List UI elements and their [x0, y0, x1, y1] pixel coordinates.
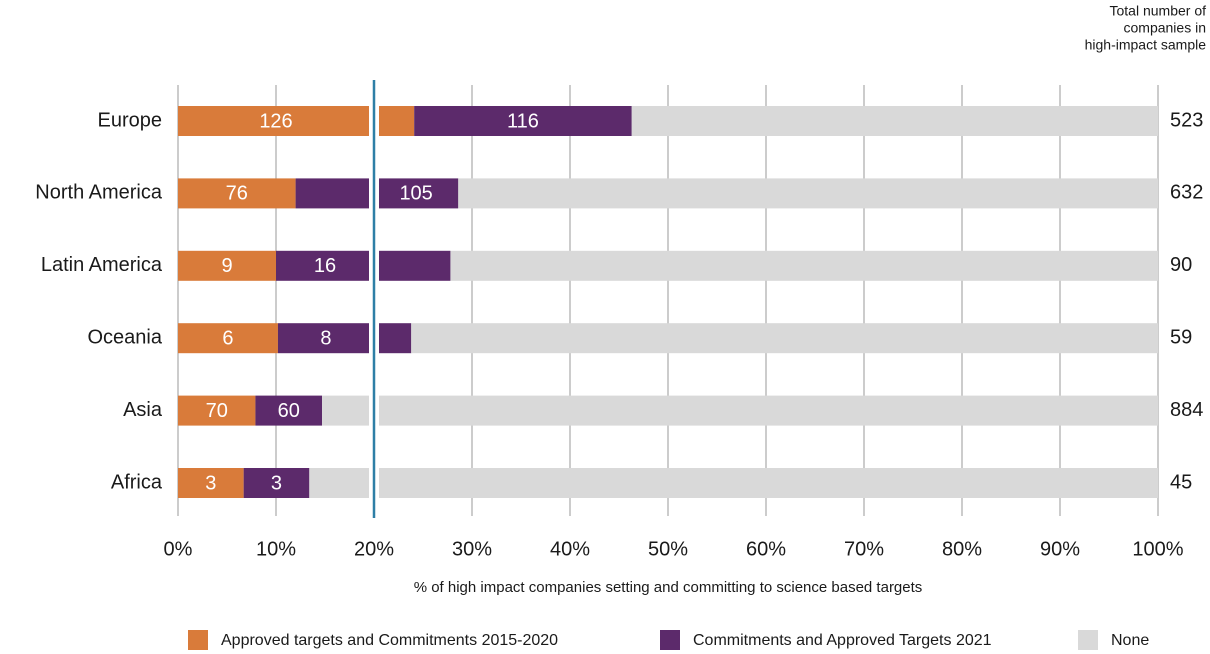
bar-segment [243, 468, 310, 498]
totals-title: Total number of [1110, 3, 1207, 19]
x-tick-label: 90% [1040, 538, 1080, 560]
x-tick-label: 80% [942, 538, 982, 560]
x-tick-label: 40% [550, 538, 590, 560]
x-tick-label: 70% [844, 538, 884, 560]
legend-label: Commitments and Approved Targets 2021 [693, 632, 992, 649]
data-label: 60 [278, 400, 300, 422]
bar-segment [458, 178, 1158, 209]
data-label: 126 [259, 110, 292, 132]
x-tick-label: 50% [648, 538, 688, 560]
bar-segment [414, 106, 632, 136]
bar-segment [309, 468, 1158, 498]
bar-segment [277, 323, 412, 354]
data-label: 3 [205, 472, 216, 494]
x-tick-label: 60% [746, 538, 786, 560]
totals-title: high-impact sample [1085, 37, 1207, 53]
legend-label: Approved targets and Commitments 2015-20… [221, 632, 558, 649]
data-label: 105 [399, 183, 432, 205]
y-tick-label: Oceania [88, 326, 163, 348]
bar-segment [276, 250, 451, 281]
total-label: 90 [1170, 254, 1192, 276]
data-label: 116 [507, 110, 539, 132]
bar-segment [178, 468, 244, 498]
data-label: 16 [314, 255, 336, 277]
data-label: 76 [226, 183, 248, 205]
data-label: 70 [206, 400, 228, 422]
y-tick-label: Europe [98, 109, 163, 131]
bar-segment [631, 106, 1158, 136]
bar-segment [450, 250, 1158, 281]
legend-swatch [660, 630, 680, 650]
x-tick-label: 10% [256, 538, 296, 560]
bar-segment [178, 323, 278, 354]
total-label: 632 [1170, 182, 1203, 204]
x-tick-label: 20% [354, 538, 394, 560]
total-label: 523 [1170, 109, 1203, 131]
x-tick-label: 0% [164, 538, 193, 560]
total-label: 884 [1170, 399, 1203, 421]
y-tick-label: Africa [111, 471, 163, 493]
bar-segment [178, 250, 276, 281]
bar-segment [255, 395, 323, 426]
bar-segment [178, 178, 296, 209]
y-tick-label: North America [35, 182, 163, 204]
x-tick-label: 30% [452, 538, 492, 560]
y-tick-label: Latin America [41, 254, 163, 276]
legend-label: None [1111, 632, 1149, 649]
totals-title: companies in [1124, 20, 1207, 36]
bar-segment [178, 395, 256, 426]
y-tick-label: Asia [123, 399, 163, 421]
legend-swatch [1078, 630, 1098, 650]
total-label: 59 [1170, 326, 1192, 348]
bar-segment [411, 323, 1158, 354]
data-label: 8 [320, 327, 331, 349]
data-label: 3 [271, 472, 282, 494]
total-label: 45 [1170, 471, 1192, 493]
x-tick-label: 100% [1132, 538, 1183, 560]
x-axis-label: % of high impact companies setting and c… [414, 579, 923, 596]
data-label: 6 [222, 327, 233, 349]
bar-segment [322, 395, 1158, 426]
legend-swatch [188, 630, 208, 650]
data-label: 9 [221, 255, 232, 277]
